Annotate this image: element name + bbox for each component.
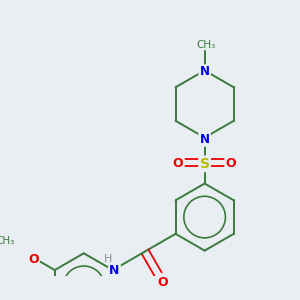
- Text: N: N: [109, 264, 120, 277]
- Text: CH₃: CH₃: [197, 40, 216, 50]
- Text: N: N: [200, 133, 210, 146]
- Text: H: H: [104, 254, 112, 265]
- Text: CH₃: CH₃: [0, 236, 15, 246]
- Text: O: O: [157, 276, 167, 289]
- Text: N: N: [200, 65, 210, 79]
- Text: O: O: [226, 157, 236, 170]
- Text: O: O: [28, 253, 39, 266]
- Text: O: O: [173, 157, 183, 170]
- Text: S: S: [200, 157, 210, 171]
